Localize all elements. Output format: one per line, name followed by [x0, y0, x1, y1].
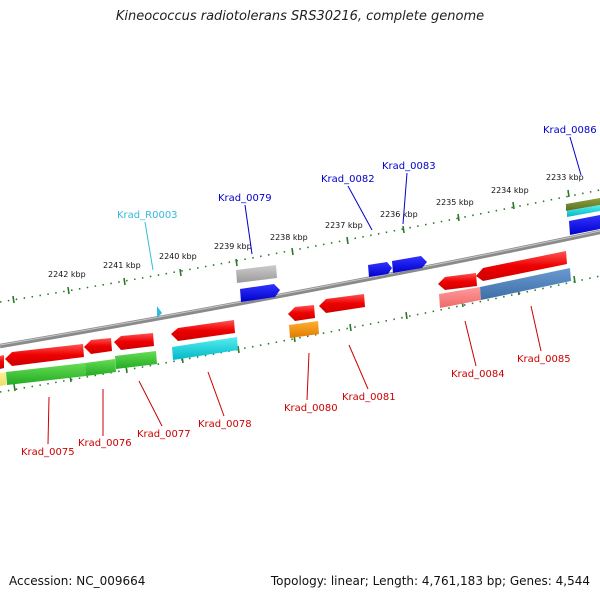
gene-arrow[interactable]: [392, 256, 427, 273]
scale-tick-label: 2233 kbp: [546, 173, 584, 182]
genome-summary-text: Topology: linear; Length: 4,761,183 bp; …: [270, 574, 590, 588]
scale-tick-label: 2234 kbp: [491, 186, 529, 195]
gene-arrow[interactable]: [172, 337, 238, 360]
scale-tick-label: 2240 kbp: [159, 252, 197, 261]
gene-arrow[interactable]: [289, 321, 319, 338]
scale-tick-label: 2237 kbp: [325, 221, 363, 230]
gene-arrow[interactable]: [368, 262, 392, 277]
gene-arrow[interactable]: [5, 344, 84, 366]
gene-arrow[interactable]: [288, 305, 315, 321]
scale-tick-label: 2239 kbp: [214, 242, 252, 251]
gene-arrow[interactable]: [476, 251, 567, 281]
top-gene-labels: Krad_R0003 Krad_0079 Krad_0082 Krad_0083…: [117, 125, 597, 221]
gene-arrow[interactable]: [569, 215, 600, 235]
gene-label[interactable]: Krad_0086: [543, 125, 597, 136]
scale-tick-labels: 2242 kbp 2241 kbp 2240 kbp 2239 kbp 2238…: [48, 173, 584, 279]
gene-arrow[interactable]: [240, 284, 280, 302]
gene-label[interactable]: Krad_0081: [342, 392, 396, 403]
genome-backbone: [0, 229, 600, 349]
gene-label[interactable]: Krad_0082: [321, 174, 375, 185]
lower-scale-ring: [0, 275, 600, 393]
scale-tick-label: 2238 kbp: [270, 233, 308, 242]
gene-arrow[interactable]: [171, 320, 235, 341]
scale-tick-label: 2235 kbp: [436, 198, 474, 207]
upper-scale-ring: [0, 189, 600, 303]
upper-major-ticks: [12, 189, 570, 304]
gene-label[interactable]: Krad_R0003: [117, 210, 178, 221]
rna-marker[interactable]: [157, 306, 162, 318]
gene-label[interactable]: Krad_0083: [382, 161, 436, 172]
gene-arrow[interactable]: [114, 333, 154, 350]
accession-text: Accession: NC_009664: [9, 574, 146, 588]
scale-tick-label: 2242 kbp: [48, 270, 86, 279]
gene-arrow[interactable]: [115, 351, 157, 369]
gene-arrow[interactable]: [319, 294, 365, 313]
gene-arrow[interactable]: [567, 205, 600, 217]
top-label-leaders: [144, 136, 582, 271]
gene-label[interactable]: Krad_0084: [451, 369, 505, 380]
bottom-gene-labels: Krad_0075 Krad_0076 Krad_0077 Krad_0078 …: [21, 354, 571, 458]
gene-label[interactable]: Krad_0077: [137, 429, 191, 440]
gene-arrow[interactable]: [438, 273, 477, 290]
gene-label[interactable]: Krad_0079: [218, 193, 272, 204]
gene-label[interactable]: Krad_0080: [284, 403, 338, 414]
minus-strand-features: [0, 251, 571, 386]
scale-tick-label: 2236 kbp: [380, 210, 418, 219]
gene-arrow[interactable]: [0, 372, 6, 386]
gene-arrow[interactable]: [566, 198, 600, 211]
bottom-label-leaders: [47, 305, 542, 445]
gene-arrow[interactable]: [0, 355, 4, 369]
gene-label[interactable]: Krad_0078: [198, 419, 252, 430]
plus-strand-features: [157, 198, 600, 318]
gene-arrow[interactable]: [85, 359, 116, 376]
map-title: Kineococcus radiotolerans SRS30216, comp…: [115, 9, 485, 24]
scale-tick-label: 2241 kbp: [103, 261, 141, 270]
gene-label[interactable]: Krad_0075: [21, 447, 75, 458]
gene-arrow[interactable]: [480, 268, 571, 300]
gene-arrow[interactable]: [6, 363, 86, 385]
gene-label[interactable]: Krad_0085: [517, 354, 571, 365]
gene-arrow[interactable]: [236, 265, 277, 283]
gene-label[interactable]: Krad_0076: [78, 438, 132, 449]
gene-arrow[interactable]: [84, 338, 112, 354]
gene-arrow[interactable]: [439, 287, 481, 308]
